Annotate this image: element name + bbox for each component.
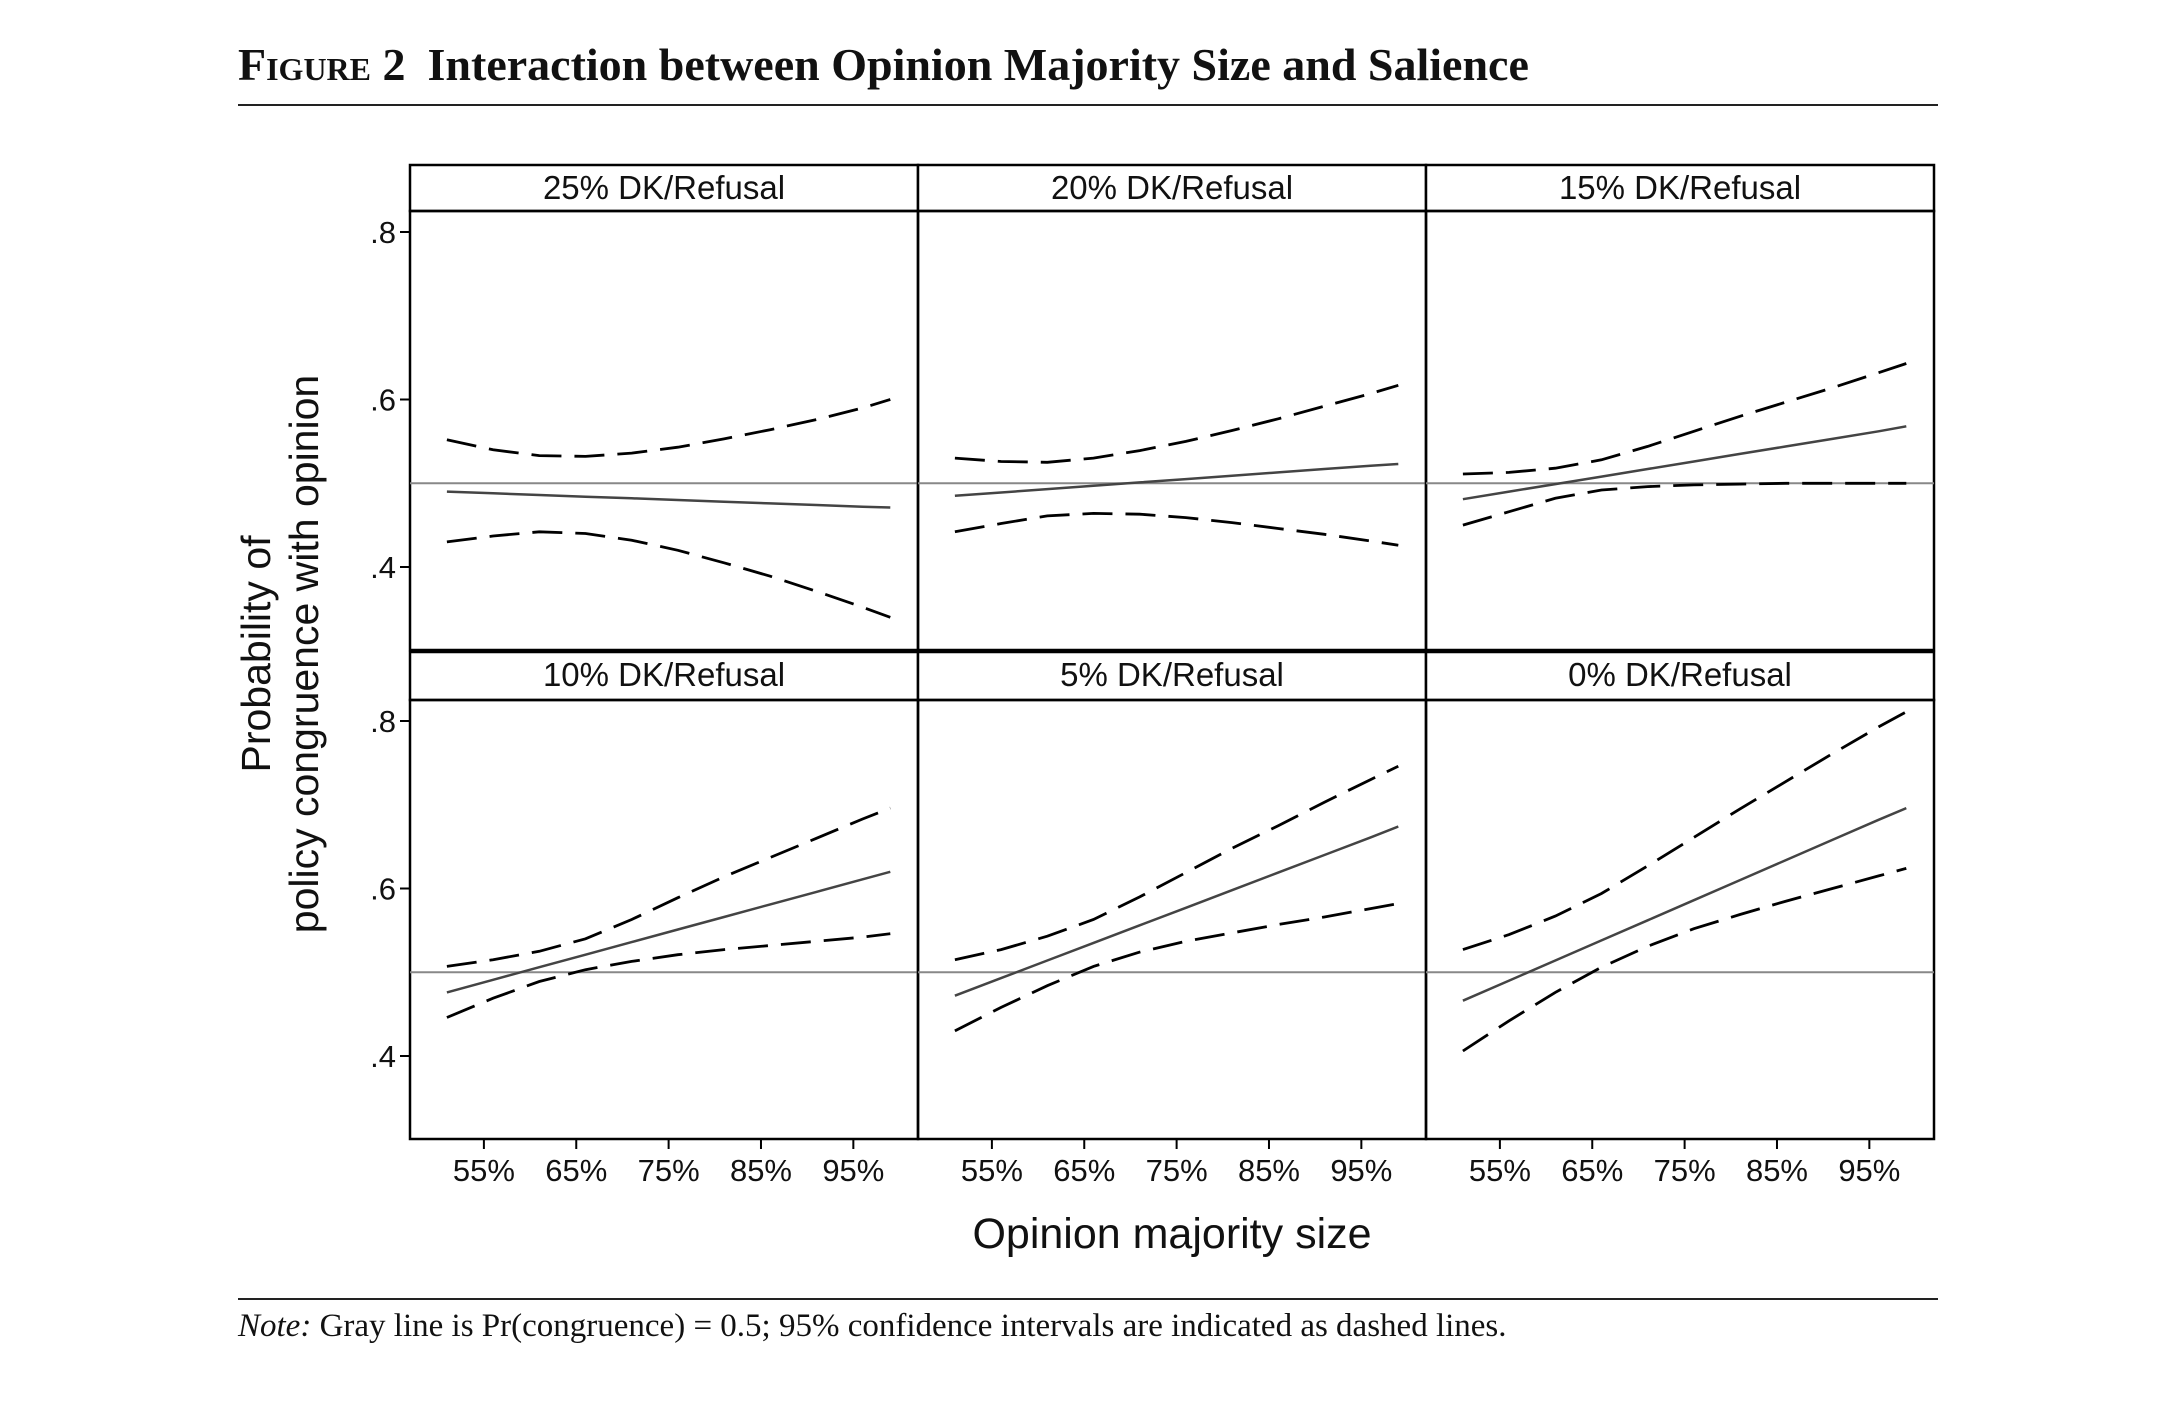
bottom-rule bbox=[238, 1298, 1938, 1300]
ci-lower-line bbox=[446, 530, 891, 619]
panel-frame bbox=[408, 209, 920, 652]
y-tick-label: .6 bbox=[370, 383, 396, 418]
ci-upper-line bbox=[1462, 710, 1907, 951]
panel-title: 5% DK/Refusal bbox=[1060, 656, 1284, 693]
panel-frame bbox=[1424, 698, 1936, 1141]
panel-title: 15% DK/Refusal bbox=[1559, 169, 1801, 206]
x-tick-label: 55% bbox=[961, 1153, 1023, 1188]
x-tick-label: 65% bbox=[545, 1153, 607, 1188]
ci-upper-line bbox=[954, 383, 1399, 464]
x-tick-label: 75% bbox=[1146, 1153, 1208, 1188]
y-tick-label: .4 bbox=[370, 550, 396, 585]
ci-upper-line bbox=[954, 764, 1399, 962]
panel-header bbox=[1424, 163, 1936, 213]
x-axis-title: Opinion majority size bbox=[972, 1210, 1371, 1258]
panel-header bbox=[916, 163, 1428, 213]
panel-frame bbox=[916, 698, 1428, 1141]
ci-upper-line bbox=[446, 806, 891, 968]
panel-frame bbox=[408, 698, 920, 1141]
panel-header bbox=[408, 650, 920, 702]
x-tick-label: 75% bbox=[1654, 1153, 1716, 1188]
ci-upper-line bbox=[446, 398, 891, 458]
x-tick-label: 55% bbox=[1469, 1153, 1531, 1188]
ci-lower-line bbox=[1462, 481, 1907, 527]
ci-lower-line bbox=[954, 902, 1399, 1033]
figure-label: Figure 2 bbox=[238, 39, 406, 90]
estimate-line bbox=[1462, 806, 1907, 1002]
figure-note: Note: Gray line is Pr(congruence) = 0.5;… bbox=[238, 1308, 1938, 1345]
x-tick-label: 55% bbox=[453, 1153, 515, 1188]
panel-frame bbox=[1424, 209, 1936, 652]
y-tick-label: .8 bbox=[370, 704, 396, 739]
ci-upper-line bbox=[1462, 362, 1907, 476]
figure-heading: Figure 2 Interaction between Opinion Majo… bbox=[238, 38, 1938, 91]
y-tick-label: .4 bbox=[370, 1039, 396, 1074]
x-tick-label: 85% bbox=[1746, 1153, 1808, 1188]
x-tick-label: 75% bbox=[638, 1153, 700, 1188]
y-tick-label: .6 bbox=[370, 872, 396, 907]
figure-title: Interaction between Opinion Majority Siz… bbox=[427, 39, 1529, 90]
y-axis-title-line-1: Probability of bbox=[233, 535, 279, 773]
estimate-line bbox=[446, 490, 891, 509]
panel-title: 10% DK/Refusal bbox=[543, 656, 785, 693]
panel-title: 20% DK/Refusal bbox=[1051, 169, 1293, 206]
top-rule bbox=[238, 104, 1938, 106]
ci-lower-line bbox=[1462, 867, 1907, 1053]
estimate-line bbox=[446, 870, 891, 994]
note-label: Note: bbox=[238, 1308, 312, 1344]
x-tick-label: 95% bbox=[1330, 1153, 1392, 1188]
estimate-line bbox=[954, 462, 1399, 498]
x-tick-label: 65% bbox=[1561, 1153, 1623, 1188]
panel-header bbox=[916, 650, 1428, 702]
panel-header bbox=[1424, 650, 1936, 702]
ci-lower-line bbox=[954, 511, 1399, 547]
estimate-line bbox=[1462, 425, 1907, 501]
panel-title: 0% DK/Refusal bbox=[1568, 656, 1792, 693]
panel-frame bbox=[916, 209, 1428, 652]
x-tick-label: 85% bbox=[1238, 1153, 1300, 1188]
x-tick-label: 95% bbox=[1838, 1153, 1900, 1188]
x-tick-label: 85% bbox=[730, 1153, 792, 1188]
x-tick-label: 65% bbox=[1053, 1153, 1115, 1188]
y-tick-label: .8 bbox=[370, 215, 396, 250]
panel-title: 25% DK/Refusal bbox=[543, 169, 785, 206]
note-text: Gray line is Pr(congruence) = 0.5; 95% c… bbox=[319, 1308, 1507, 1344]
estimate-line bbox=[954, 825, 1399, 997]
y-axis-title-line-2: policy congruence with opinion bbox=[281, 375, 327, 933]
ci-lower-line bbox=[446, 932, 891, 1019]
x-tick-label: 95% bbox=[822, 1153, 884, 1188]
